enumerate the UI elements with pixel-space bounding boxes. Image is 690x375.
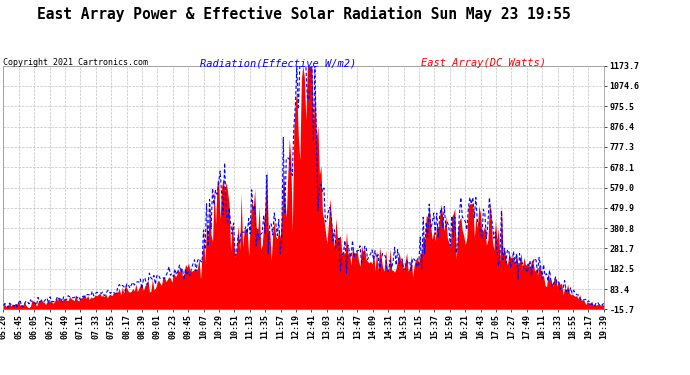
Text: East Array Power & Effective Solar Radiation Sun May 23 19:55: East Array Power & Effective Solar Radia… — [37, 6, 571, 22]
Text: Radiation(Effective W/m2): Radiation(Effective W/m2) — [200, 58, 356, 68]
Text: Copyright 2021 Cartronics.com: Copyright 2021 Cartronics.com — [3, 58, 148, 67]
Text: East Array(DC Watts): East Array(DC Watts) — [421, 58, 546, 68]
